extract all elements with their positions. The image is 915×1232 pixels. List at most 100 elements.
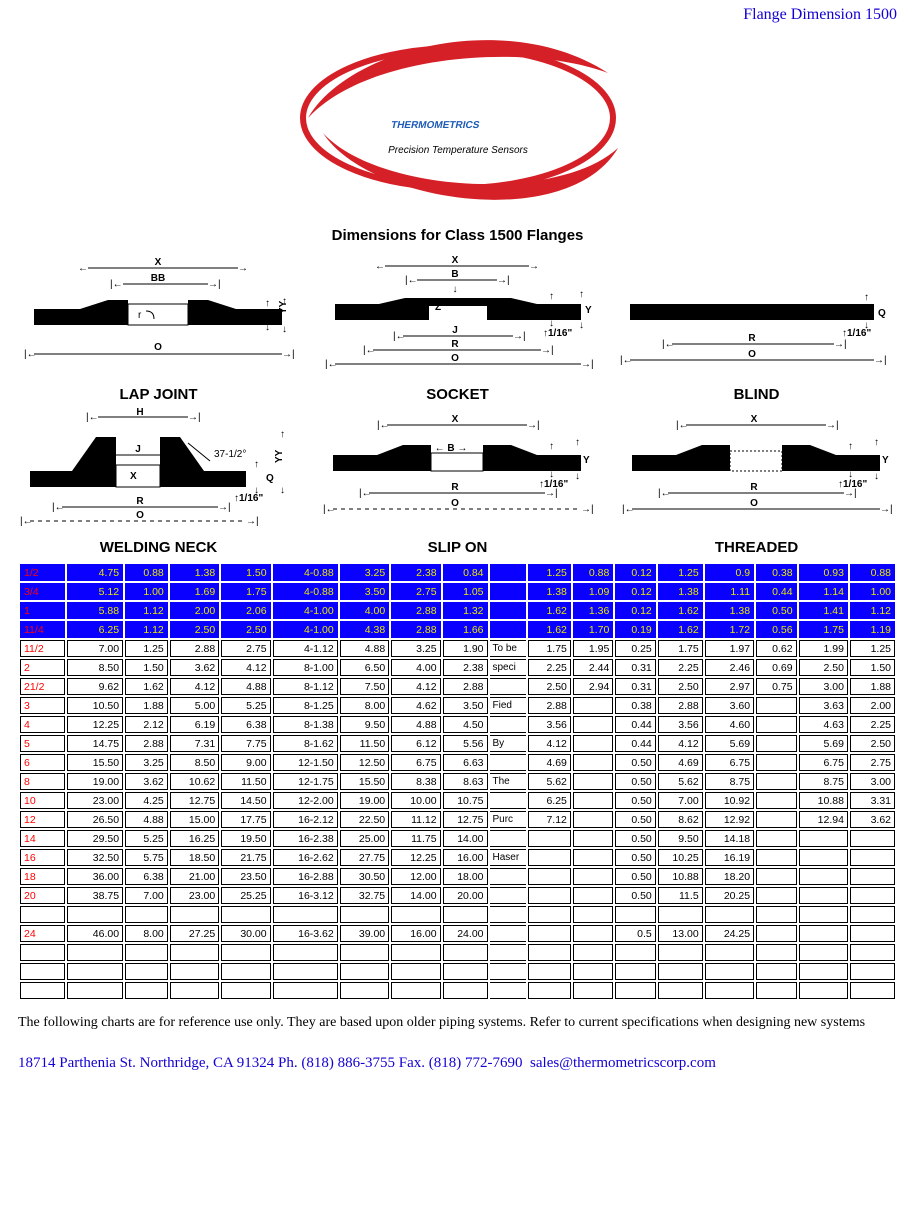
diagram-label: LAP JOINT [18, 386, 299, 403]
table-cell: 1.62 [658, 602, 703, 619]
table-cell: 6.38 [221, 716, 270, 733]
svg-text:↑1/16": ↑1/16" [842, 328, 871, 339]
table-cell [528, 868, 571, 885]
table-cell: 3.60 [705, 697, 754, 714]
svg-text:→: → [238, 263, 248, 274]
table-cell [528, 963, 571, 980]
svg-text:|←: |← [52, 502, 65, 513]
table-cell [756, 906, 796, 923]
note-text: The following charts are for reference u… [18, 1011, 897, 1035]
svg-text:B: B [451, 269, 458, 280]
table-cell [573, 830, 613, 847]
table-cell: 2.12 [125, 716, 168, 733]
table-cell: 2.25 [850, 716, 895, 733]
svg-text:O: O [451, 353, 459, 364]
table-cell: 2.88 [125, 735, 168, 752]
table-cell: 8-1.00 [273, 659, 338, 676]
table-cell: 0.25 [615, 640, 655, 657]
svg-text:→|: →| [497, 275, 510, 286]
table-cell [850, 868, 895, 885]
table-cell: Purc [490, 811, 527, 828]
diagram-label: BLIND [616, 386, 897, 403]
table-cell: 46.00 [67, 925, 123, 942]
table-cell: 2.88 [391, 602, 440, 619]
table-cell [756, 697, 796, 714]
svg-text:← B →: ← B → [435, 443, 468, 454]
table-cell [850, 849, 895, 866]
table-cell [528, 830, 571, 847]
svg-text:Q: Q [860, 457, 868, 468]
svg-text:↑: ↑ [280, 429, 285, 440]
table-cell: 1.70 [573, 621, 613, 638]
svg-text:|←: |← [325, 359, 338, 370]
table-cell [850, 925, 895, 942]
table-cell: 11/2 [20, 640, 65, 657]
table-cell: 2.50 [850, 735, 895, 752]
table-cell: 2.00 [850, 697, 895, 714]
table-cell: 18 [20, 868, 65, 885]
table-cell: 3.25 [391, 640, 440, 657]
table-cell: 4-1.00 [273, 621, 338, 638]
table-cell: Fied [490, 697, 527, 714]
table-cell: 1.12 [850, 602, 895, 619]
table-cell: 0.50 [615, 830, 655, 847]
table-cell [850, 887, 895, 904]
table-cell: 21.00 [170, 868, 219, 885]
table-cell: 4-0.88 [273, 583, 338, 600]
diagram-threaded: |←→|X ↑↓Q ↑↓Y ↑1/16" |←→|R |←→|O [616, 407, 897, 535]
svg-text:↑: ↑ [265, 298, 270, 309]
svg-text:|←: |← [662, 339, 675, 350]
svg-text:↓: ↓ [280, 485, 285, 496]
svg-text:↑: ↑ [549, 441, 554, 452]
table-cell: 18.00 [443, 868, 488, 885]
table-cell: 6.38 [125, 868, 168, 885]
table-cell: 1.99 [799, 640, 848, 657]
footer-email[interactable]: sales@thermometricscorp.com [530, 1055, 716, 1071]
table-cell: 4.88 [391, 716, 440, 733]
table-cell: 0.50 [615, 792, 655, 809]
table-cell: 11/4 [20, 621, 65, 638]
svg-text:Z: Z [435, 302, 441, 313]
table-cell: 2.97 [705, 678, 754, 695]
table-cell: 1.14 [799, 583, 848, 600]
table-cell: 0.12 [615, 583, 655, 600]
table-cell: 3.31 [850, 792, 895, 809]
svg-text:→|: →| [208, 279, 221, 290]
footer-address: 18714 Parthenia St. Northridge, CA 91324… [18, 1055, 523, 1071]
svg-text:↓: ↓ [282, 324, 287, 335]
table-cell: 38.75 [67, 887, 123, 904]
table-cell: 16-2.38 [273, 830, 338, 847]
table-cell: 19.00 [67, 773, 123, 790]
table-cell [528, 982, 571, 999]
svg-text:→|: →| [581, 504, 594, 515]
table-cell [490, 982, 527, 999]
svg-text:→|: →| [834, 339, 847, 350]
table-cell [573, 906, 613, 923]
table-cell: 2.50 [528, 678, 571, 695]
table-cell: 16-2.62 [273, 849, 338, 866]
svg-text:Y: Y [882, 455, 889, 466]
table-cell [170, 944, 219, 961]
table-cell: 1.62 [125, 678, 168, 695]
table-cell: 6.63 [443, 754, 488, 771]
table-cell [67, 982, 123, 999]
table-cell: 17.75 [221, 811, 270, 828]
table-cell [850, 830, 895, 847]
svg-text:↑: ↑ [575, 437, 580, 448]
table-cell: 7.12 [528, 811, 571, 828]
table-cell: 6.19 [170, 716, 219, 733]
table-cell: 2.50 [799, 659, 848, 676]
table-cell: 5.62 [528, 773, 571, 790]
table-cell: 7.00 [67, 640, 123, 657]
table-cell: 12-1.50 [273, 754, 338, 771]
svg-text:↑: ↑ [549, 291, 554, 302]
table-cell: 1.05 [443, 583, 488, 600]
table-cell: 10.75 [443, 792, 488, 809]
table-cell: 0.50 [615, 887, 655, 904]
table-cell: 2.88 [658, 697, 703, 714]
table-cell: 26.50 [67, 811, 123, 828]
svg-text:↑1/16": ↑1/16" [543, 328, 572, 339]
table-cell: 10.00 [391, 792, 440, 809]
table-cell: 11.50 [221, 773, 270, 790]
svg-text:→|: →| [246, 516, 259, 527]
